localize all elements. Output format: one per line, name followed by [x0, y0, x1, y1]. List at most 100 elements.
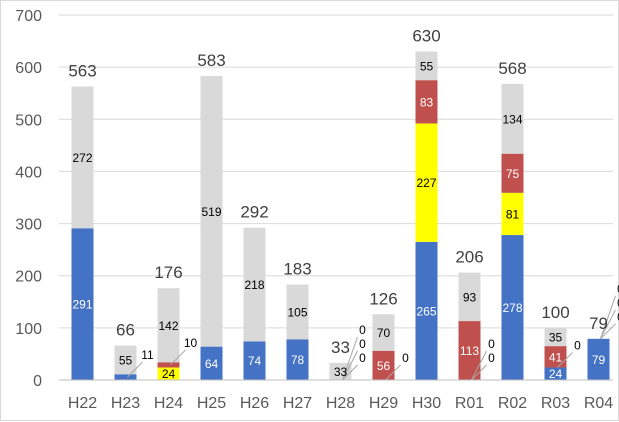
segment-data-label: 227 [416, 176, 436, 190]
segment-data-label: 105 [287, 305, 307, 319]
data-label-leader [385, 364, 401, 381]
segment-data-label: 33 [334, 365, 348, 379]
data-label-leader [342, 336, 358, 381]
x-tick-label: H27 [283, 395, 312, 412]
bar-segment [544, 367, 567, 380]
segment-data-label: 0 [617, 296, 619, 310]
bar-segment [415, 241, 438, 380]
bar-segment [200, 346, 223, 380]
x-tick-label: H26 [240, 395, 269, 412]
total-label: 100 [541, 303, 569, 322]
bar-segment [71, 228, 94, 380]
segment-data-label: 56 [377, 359, 391, 373]
data-label-leader [471, 364, 487, 381]
segment-data-label: 11 [141, 348, 154, 362]
data-label-leader [170, 349, 186, 366]
bar-segment [544, 327, 567, 347]
segment-data-label: 75 [506, 167, 520, 181]
bar-segment [415, 80, 438, 124]
x-tick-label: H24 [154, 395, 183, 412]
bar-segment [372, 350, 395, 380]
bar-segment [114, 345, 137, 375]
x-tick-label: H28 [326, 395, 355, 412]
x-tick-label: R02 [498, 395, 527, 412]
segment-data-label: 142 [158, 319, 178, 333]
segment-data-label: 41 [549, 350, 563, 364]
segment-data-label: 0 [488, 337, 495, 351]
bar-segment [458, 272, 481, 322]
segment-data-label: 0 [574, 338, 581, 352]
x-tick-label: R04 [584, 395, 613, 412]
grid-layer [59, 14, 613, 329]
segment-data-label: 0 [359, 351, 366, 365]
y-tick-label: 600 [15, 60, 42, 77]
bar-segment [501, 192, 524, 236]
segment-data-label: 113 [460, 344, 479, 358]
data-label-leader [600, 309, 616, 340]
bar-segment [286, 339, 309, 380]
bar-segment [415, 123, 438, 242]
bar-segment [200, 76, 223, 347]
x-tick-label: H30 [412, 395, 441, 412]
bar-segment [458, 321, 481, 380]
bar-segment [71, 86, 94, 229]
x-tick-label: H25 [197, 395, 226, 412]
y-tick-label: 300 [15, 217, 42, 234]
bar-segment [157, 362, 180, 368]
segment-data-label: 0 [359, 337, 366, 351]
data-label-leader [600, 323, 616, 340]
bar-segment [501, 153, 524, 193]
segment-data-label: 24 [549, 367, 563, 381]
data-label-leader [127, 361, 143, 378]
segment-data-label: 93 [463, 290, 477, 304]
x-tick-label: H29 [369, 395, 398, 412]
segment-data-label: 74 [248, 354, 262, 368]
total-label: 583 [197, 51, 225, 70]
y-tick-label: 0 [33, 373, 42, 390]
segment-data-label: 278 [502, 301, 522, 315]
bar-segment [243, 341, 266, 380]
segment-data-label: 265 [416, 304, 436, 318]
segment-data-label: 10 [184, 336, 198, 350]
bar-segment [372, 314, 395, 351]
total-label: 66 [116, 321, 135, 340]
total-label: 33 [331, 338, 350, 357]
bar-segment [415, 51, 438, 81]
bar-segment [544, 346, 567, 368]
total-label: 568 [498, 59, 526, 78]
total-label: 563 [68, 61, 96, 80]
leader-layer [127, 295, 616, 381]
total-label: 292 [240, 203, 268, 222]
x-tick-label: R03 [541, 395, 570, 412]
y-tick-label: 700 [15, 8, 42, 25]
segment-data-label: 78 [291, 353, 305, 367]
data-label-leader [600, 295, 616, 339]
y-tick-label: 200 [15, 269, 42, 286]
total-label: 79 [589, 314, 608, 333]
total-label: 630 [412, 27, 440, 46]
segment-data-label: 272 [72, 151, 92, 165]
segment-data-label: 35 [549, 330, 563, 344]
label-layer: 291 272 563 11 55 66 24 10 142 176 64 519 583 74 218 29… [68, 27, 619, 382]
x-tick-label: H22 [68, 395, 97, 412]
bar-segment [501, 83, 524, 154]
segment-data-label: 70 [377, 326, 391, 340]
segment-data-label: 83 [420, 95, 434, 109]
x-tick-label: R01 [455, 395, 484, 412]
segment-data-label: 519 [201, 205, 221, 219]
total-label: 176 [154, 263, 182, 282]
y-tick-label: 400 [15, 164, 42, 181]
bar-segment [157, 288, 180, 363]
segment-data-label: 134 [502, 112, 522, 126]
segment-data-label: 0 [402, 351, 409, 365]
data-label-leader [342, 364, 358, 381]
total-label: 126 [369, 289, 397, 308]
segment-data-label: 0 [617, 310, 619, 324]
x-tick-label: H23 [111, 395, 140, 412]
bar-segment [329, 362, 352, 380]
segment-data-label: 0 [488, 351, 495, 365]
bar-segment [114, 374, 137, 380]
bar-segment [501, 235, 524, 380]
